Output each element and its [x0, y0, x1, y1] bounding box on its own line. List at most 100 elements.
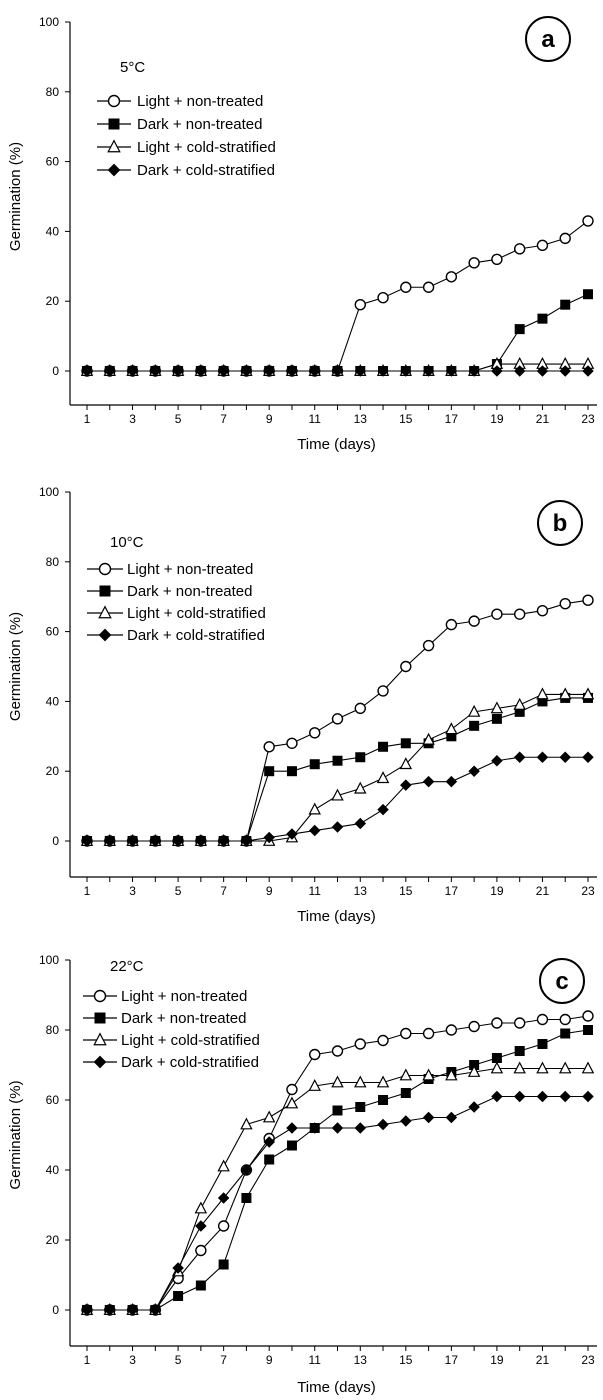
data-point [377, 803, 389, 816]
data-point [354, 298, 366, 311]
legend-label: Dark + non-treated [137, 116, 263, 133]
panel-letter-badge [525, 16, 571, 62]
data-point [331, 1075, 344, 1088]
data-point [377, 685, 389, 697]
data-point [400, 1027, 412, 1040]
panel-letter: c [555, 968, 568, 995]
data-point [581, 1061, 595, 1074]
x-tick-label: 19 [490, 412, 504, 426]
data-point [582, 365, 594, 377]
x-tick-label: 11 [308, 884, 321, 898]
data-point [217, 1192, 230, 1204]
series-3 [81, 751, 594, 847]
x-tick-label: 17 [445, 1353, 459, 1367]
panel-letter: b [553, 510, 568, 537]
data-point [308, 1122, 321, 1134]
legend-marker [98, 562, 112, 576]
x-tick-label: 9 [266, 1353, 273, 1367]
data-point [286, 828, 298, 840]
data-point [513, 751, 526, 763]
series-1 [82, 289, 593, 376]
x-tick-label: 19 [490, 884, 504, 898]
data-point [355, 752, 366, 763]
data-point [536, 604, 549, 617]
data-point [445, 1024, 458, 1036]
series-line [87, 1029, 589, 1311]
legend-item: Light + cold-stratified [87, 605, 266, 622]
temperature-label: 10°C [110, 534, 144, 551]
y-axis-title: Germination (%) [7, 142, 24, 251]
data-point [195, 835, 207, 847]
data-point [172, 365, 184, 377]
y-axis-title: Germination (%) [7, 612, 24, 721]
data-point [172, 835, 184, 847]
legend-marker [94, 1012, 106, 1024]
data-point [263, 831, 275, 844]
data-point [263, 1136, 275, 1148]
data-point [285, 1096, 299, 1109]
legend-marker [93, 1032, 107, 1046]
x-tick-label: 5 [175, 1353, 182, 1367]
data-point [354, 702, 366, 715]
data-point [104, 1304, 116, 1316]
data-point [81, 365, 93, 377]
x-tick-label: 17 [445, 884, 459, 898]
data-point [331, 1045, 344, 1057]
x-tick-label: 15 [399, 412, 413, 426]
y-tick-label: 80 [46, 85, 60, 99]
data-point [309, 727, 321, 739]
data-point [559, 751, 571, 763]
data-point [354, 817, 367, 830]
legend-item: Dark + cold-stratified [87, 627, 265, 644]
data-point [536, 1013, 549, 1026]
data-point [308, 824, 321, 837]
data-point [513, 608, 526, 620]
x-tick-label: 15 [399, 884, 413, 898]
data-point [400, 779, 412, 791]
data-point [558, 687, 572, 700]
data-point [400, 1115, 412, 1127]
data-point [355, 1102, 366, 1112]
data-point [537, 313, 548, 324]
x-tick-label: 9 [266, 884, 273, 898]
legend-marker [93, 989, 107, 1003]
data-point [422, 1068, 435, 1081]
data-point [422, 1111, 435, 1124]
data-point [513, 1061, 526, 1074]
data-point [149, 835, 162, 847]
x-tick-label: 21 [536, 1353, 550, 1367]
data-point [264, 766, 275, 777]
data-point [422, 281, 435, 293]
x-tick-label: 23 [581, 1353, 595, 1367]
legend-marker [107, 139, 121, 153]
data-point [445, 722, 458, 735]
data-point [513, 1090, 526, 1103]
data-point [126, 1304, 139, 1316]
data-point [400, 660, 412, 673]
data-point [400, 1088, 411, 1098]
data-point [582, 1010, 594, 1022]
data-point [445, 775, 458, 788]
x-axis-title: Time (days) [297, 908, 376, 925]
data-point [490, 1061, 504, 1074]
data-point [513, 697, 526, 710]
panel-letter: a [541, 26, 555, 53]
data-point [490, 701, 504, 714]
data-point [354, 1038, 366, 1050]
x-tick-label: 1 [84, 884, 91, 898]
data-point [422, 775, 435, 788]
data-point [240, 1164, 253, 1176]
data-point [400, 365, 412, 377]
data-point [286, 737, 298, 749]
data-point [308, 365, 321, 377]
legend-label: Light + non-treated [137, 93, 263, 110]
data-point [81, 835, 93, 847]
data-point [331, 788, 344, 801]
legend-label: Light + non-treated [121, 988, 247, 1005]
y-tick-label: 0 [52, 834, 59, 848]
data-point [195, 1220, 207, 1232]
data-point [491, 365, 503, 377]
x-tick-label: 13 [354, 884, 368, 898]
legend-item: Light + cold-stratified [97, 139, 276, 156]
